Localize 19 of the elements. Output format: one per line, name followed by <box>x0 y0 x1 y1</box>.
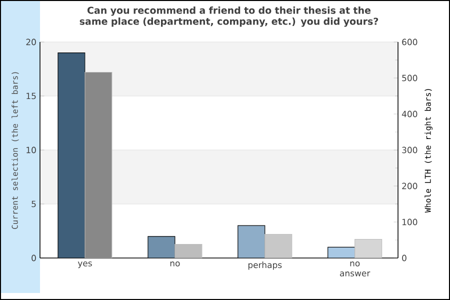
y2-tick-label: 200 <box>402 182 418 190</box>
y2-axis-title: Whole LTH (the right bars) <box>424 89 432 213</box>
x-tick-label: perhaps <box>248 262 282 270</box>
y-axis-title: Current selection (the left bars) <box>12 72 19 229</box>
y-tick-label: 10 <box>26 146 36 154</box>
y-tick-label: 20 <box>26 38 36 46</box>
y2-tick-label: 400 <box>402 110 418 118</box>
y-tick-label: 0 <box>32 254 36 262</box>
y2-tick-label: 500 <box>402 74 418 82</box>
x-tick-label: no answer <box>340 262 370 276</box>
y-tick-label: 5 <box>32 200 36 208</box>
chart-title: Can you recommend a friend to do their thesis at the same place (department, company, etc.) you did yours? <box>80 6 378 27</box>
x-tick-label: yes <box>78 262 92 268</box>
y-tick-label: 15 <box>26 92 36 100</box>
y2-tick-label: 600 <box>402 38 418 46</box>
y2-tick-label: 300 <box>402 146 418 154</box>
y2-tick-label: 0 <box>402 254 406 262</box>
y2-tick-label: 100 <box>402 218 418 226</box>
x-tick-label: no <box>170 262 180 266</box>
